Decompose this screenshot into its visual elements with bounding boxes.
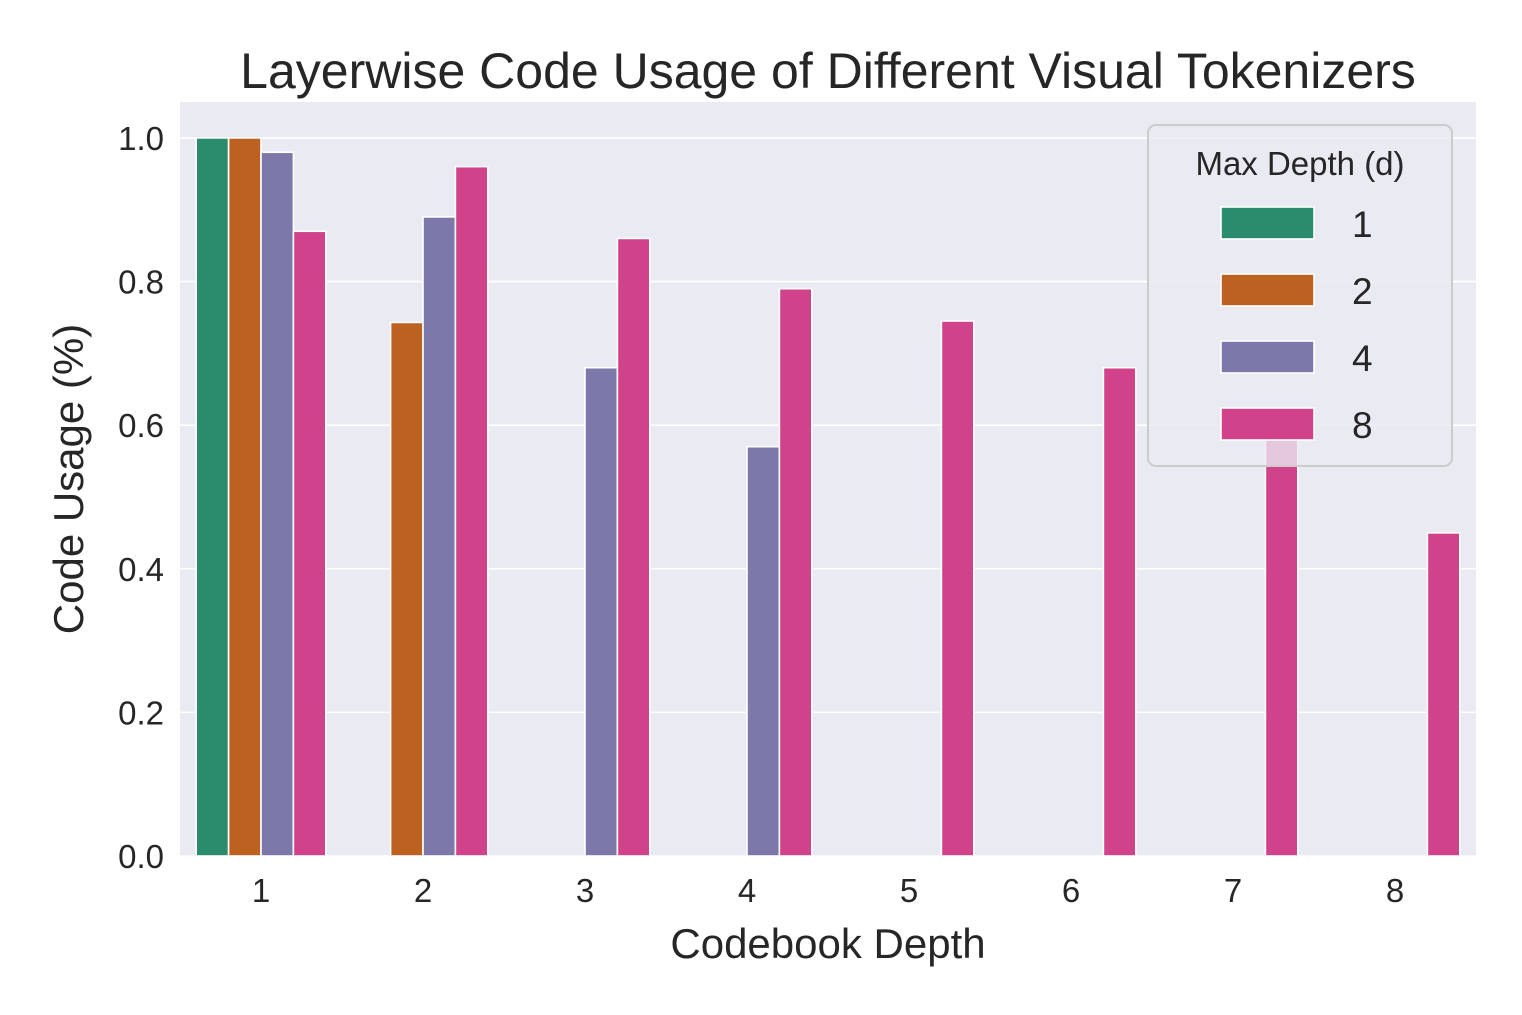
bar-depth-1-max-2: [227, 137, 262, 857]
bar-depth-1-max-1: [195, 137, 230, 857]
bar-depth-3-max-8: [616, 237, 651, 857]
bar-depth-6-max-8: [1102, 366, 1137, 857]
y-tick-label: 0.0: [118, 838, 164, 875]
bar-depth-8-max-8: [1426, 532, 1461, 857]
legend-label-1: 1: [1352, 204, 1373, 245]
x-tick-label: 7: [1224, 872, 1242, 909]
bar-depth-1-max-8: [292, 230, 327, 857]
legend-swatch-1: [1220, 206, 1315, 240]
x-tick-label: 1: [252, 872, 270, 909]
y-tick-label: 0.6: [118, 407, 164, 444]
legend-label-4: 4: [1352, 338, 1373, 379]
x-tick-labels: 1 2 3 4 5 6 7 8: [252, 872, 1404, 909]
chart-title: Layerwise Code Usage of Different Visual…: [240, 43, 1416, 99]
y-tick-label: 0.2: [118, 694, 164, 731]
y-tick-label: 1.0: [118, 120, 164, 157]
bar-depth-4-max-4: [746, 445, 781, 857]
bar-depth-4-max-8: [778, 287, 813, 857]
legend-label-2: 2: [1352, 271, 1373, 312]
x-tick-label: 8: [1386, 872, 1404, 909]
x-tick-label: 2: [414, 872, 432, 909]
x-tick-label: 4: [738, 872, 756, 909]
legend-swatch-2: [1220, 273, 1315, 307]
y-tick-label: 0.4: [118, 551, 164, 588]
x-tick-label: 6: [1062, 872, 1080, 909]
legend-swatch-8: [1220, 407, 1315, 441]
y-tick-labels: 0.0 0.2 0.4 0.6 0.8 1.0: [118, 120, 164, 875]
bar-depth-2-max-2: [389, 321, 424, 857]
x-tick-label: 5: [900, 872, 918, 909]
x-tick-label: 3: [576, 872, 594, 909]
bar-depth-3-max-4: [584, 366, 619, 857]
bar-depth-5-max-8: [940, 320, 975, 857]
legend-label-8: 8: [1352, 405, 1373, 446]
legend-title: Max Depth (d): [1195, 145, 1404, 182]
bar-depth-7-max-8: [1264, 438, 1299, 857]
legend: Max Depth (d) 1 2 4 8: [1147, 124, 1453, 467]
y-tick-label: 0.8: [118, 264, 164, 301]
y-axis-label: Code Usage (%): [45, 324, 92, 634]
x-axis-label: Codebook Depth: [670, 920, 985, 967]
bar-depth-2-max-4: [422, 216, 457, 857]
bar-depth-2-max-8: [454, 165, 489, 857]
legend-swatch-4: [1220, 340, 1315, 374]
legend-entries: 1 2 4 8: [1220, 204, 1373, 446]
bars: [195, 137, 1461, 857]
bar-depth-1-max-4: [260, 151, 295, 857]
